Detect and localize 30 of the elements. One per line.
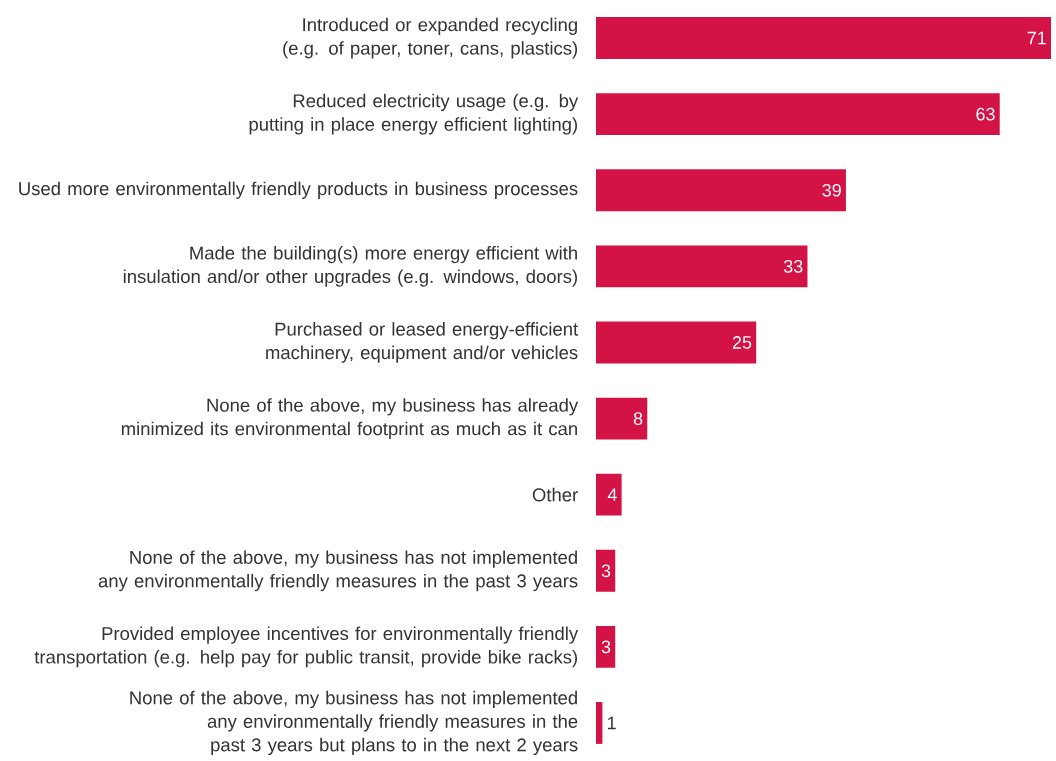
data-label: 25 xyxy=(732,336,752,349)
data-label: 3 xyxy=(601,640,611,654)
y-tick-label: Purchased or leased energy-efficient machinery, equipment and/or vehicles xyxy=(266,322,579,363)
y-tick-label: None of the above, my business has not implemented any environmentally friendly measures in the past 3 years but plans to in the next 2 years xyxy=(130,690,578,756)
y-tick-label: None of the above, my business has not implemented any environmentally friendly measures in the past 3 years xyxy=(98,550,578,592)
data-label: 3 xyxy=(601,564,611,578)
bar xyxy=(595,17,1051,59)
bar xyxy=(595,245,808,288)
bar xyxy=(595,473,622,516)
y-tick-label: Used more environmentally friendly products in business processes xyxy=(19,181,578,199)
bar xyxy=(595,549,616,592)
data-label: 1 xyxy=(607,716,616,730)
bar xyxy=(595,321,757,364)
data-label: 33 xyxy=(783,259,803,273)
y-tick-label: Made the building(s) more energy efficient with insulation and/or other upgrades (e.g. windows, doors) xyxy=(123,245,577,287)
y-tick-label: None of the above, my business has already minimized its environmental footprint as much as it can xyxy=(121,398,579,439)
bar xyxy=(595,702,603,744)
bar xyxy=(595,169,846,212)
data-label: 71 xyxy=(1027,31,1046,45)
data-label: 63 xyxy=(976,107,995,121)
bar xyxy=(595,93,1000,136)
y-tick-label: Introduced or expanded recycling (e.g. of paper, toner, cans, plastics) xyxy=(283,17,578,59)
y-tick-label: Reduced electricity usage (e.g. by putting in place energy efficient lighting) xyxy=(249,93,579,135)
data-label: 4 xyxy=(607,488,617,501)
y-tick-label: Provided employee incentives for environmentally friendly transportation (e.g. help pay for public transit, provide bike racks) xyxy=(34,626,579,668)
bar xyxy=(595,625,616,668)
bar xyxy=(595,397,648,440)
data-label: 39 xyxy=(822,183,841,197)
y-tick-label: Other xyxy=(532,487,578,502)
data-label: 8 xyxy=(633,412,643,425)
